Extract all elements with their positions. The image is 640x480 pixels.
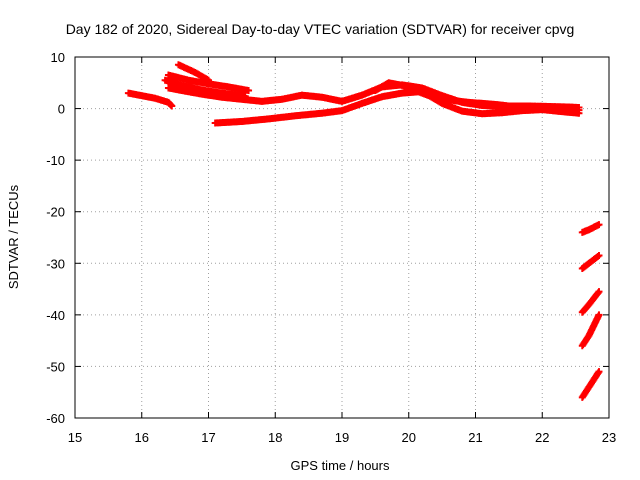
data-point bbox=[245, 87, 253, 95]
series-sat-i bbox=[578, 252, 603, 272]
data-point bbox=[595, 221, 603, 229]
series-sat-g bbox=[371, 79, 583, 112]
y-axis-label: SDTVAR / TECUs bbox=[6, 184, 21, 289]
x-tick-labels: 15 16 17 18 19 20 21 22 23 bbox=[68, 430, 616, 445]
x-tick-label: 18 bbox=[268, 430, 282, 445]
series-sat-k bbox=[578, 311, 603, 350]
x-tick-label: 20 bbox=[402, 430, 416, 445]
y-tick-label: -10 bbox=[46, 153, 65, 168]
y-tick-labels: -60 -50 -40 -30 -20 -10 0 10 bbox=[46, 50, 65, 426]
series-sat-a bbox=[124, 89, 176, 110]
y-tick-label: -60 bbox=[46, 411, 65, 426]
series-sat-h bbox=[578, 221, 603, 236]
y-tick-label: -40 bbox=[46, 308, 65, 323]
x-tick-label: 17 bbox=[201, 430, 215, 445]
series-sat-l bbox=[578, 368, 603, 401]
y-tick-label: 0 bbox=[58, 102, 65, 117]
data-point bbox=[595, 311, 603, 319]
data-marks bbox=[124, 61, 603, 401]
data-point bbox=[168, 102, 176, 110]
x-tick-label: 23 bbox=[602, 430, 616, 445]
chart-title: Day 182 of 2020, Sidereal Day-to-day VTE… bbox=[66, 21, 575, 37]
plot-frame bbox=[74, 56, 610, 419]
x-tick-label: 15 bbox=[68, 430, 82, 445]
data-point bbox=[595, 288, 603, 296]
series-sat-c bbox=[164, 71, 253, 95]
series-sat-j bbox=[578, 288, 603, 316]
data-point bbox=[595, 252, 603, 260]
x-tick-label: 16 bbox=[135, 430, 149, 445]
data-point bbox=[205, 76, 212, 84]
x-tick-label: 22 bbox=[535, 430, 549, 445]
data-point bbox=[595, 368, 603, 376]
x-tick-label: 19 bbox=[335, 430, 349, 445]
y-tick-label: -50 bbox=[46, 359, 65, 374]
x-axis-label: GPS time / hours bbox=[291, 458, 390, 473]
y-tick-label: -30 bbox=[46, 256, 65, 271]
x-tick-label: 21 bbox=[468, 430, 482, 445]
y-tick-label: 10 bbox=[51, 50, 65, 65]
series-sat-d bbox=[174, 61, 212, 84]
data-point bbox=[575, 104, 583, 112]
y-tick-label: -20 bbox=[46, 205, 65, 220]
